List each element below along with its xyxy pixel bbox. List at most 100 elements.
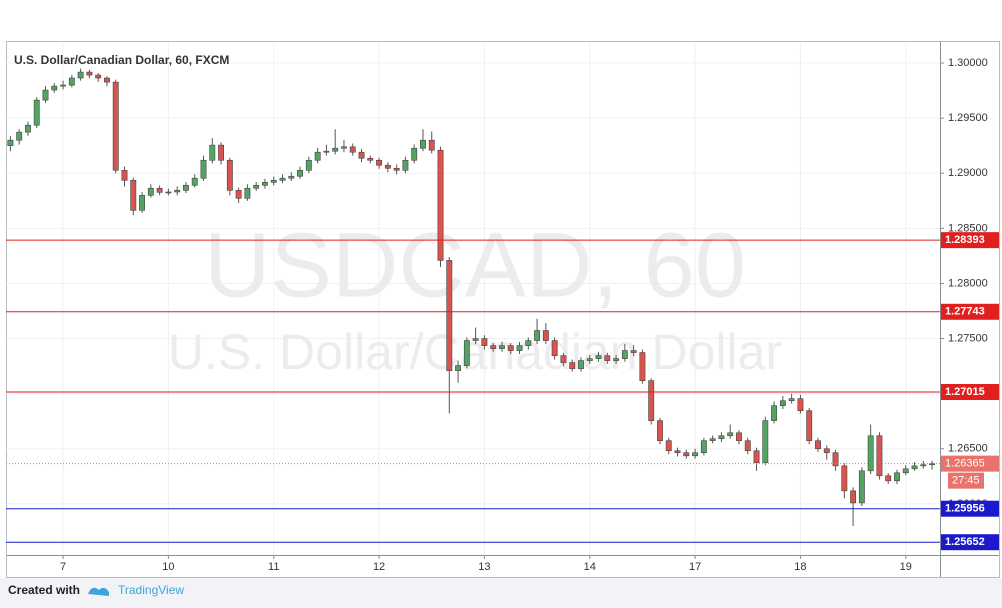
candle-body (586, 358, 593, 361)
y-tick-label: 1.29000 (948, 167, 988, 179)
candle-body (902, 468, 909, 474)
candle-body (95, 74, 102, 79)
candle-body (7, 139, 14, 147)
candle-body (885, 475, 892, 482)
candle-body (183, 184, 189, 191)
candle-body (262, 181, 268, 186)
candle-body (341, 146, 347, 149)
footer-text: Created with (8, 583, 80, 597)
candle-body (33, 99, 40, 126)
candle-body (744, 440, 751, 452)
candle-body (472, 338, 479, 341)
candle-body (911, 465, 918, 470)
candle-body (244, 187, 251, 199)
level-label-box (941, 500, 999, 517)
candle-body (876, 435, 883, 477)
candle-body (156, 187, 163, 193)
candle-body (191, 177, 198, 186)
candle-body (253, 184, 260, 189)
x-tick-label: 12 (373, 561, 385, 573)
candle-body (894, 472, 900, 482)
candle-body (376, 159, 383, 166)
candle-body (121, 169, 128, 181)
candle-body (534, 330, 541, 341)
axes: 1.260001.265001.270001.275001.280001.285… (60, 57, 999, 573)
candle-body (305, 159, 312, 171)
candle-body (25, 124, 31, 133)
y-tick-label: 1.30000 (948, 57, 988, 69)
candle-body (42, 89, 49, 101)
candle-body (551, 340, 558, 356)
candle-body (358, 151, 365, 159)
x-tick-label: 17 (689, 561, 701, 573)
candle-body (542, 330, 549, 341)
candle-body (578, 360, 584, 369)
candle-body (595, 355, 602, 359)
candle-body (112, 81, 119, 171)
x-tick-label: 14 (584, 561, 596, 573)
candle-body (314, 151, 321, 161)
countdown-box (948, 472, 984, 489)
candle-body (68, 77, 75, 86)
y-tick-label: 1.29500 (948, 112, 988, 124)
candle-body (525, 340, 532, 346)
candle-body (727, 432, 734, 437)
candle-body (709, 438, 716, 442)
candle-body (428, 139, 435, 151)
candle-body (867, 435, 874, 472)
candle-body (235, 190, 242, 199)
candle-body (806, 410, 813, 442)
level-label: 1.27743 (945, 306, 985, 318)
last-price-label: 1.26365 (945, 458, 985, 470)
candle-body (104, 77, 110, 83)
candle-body (226, 159, 233, 191)
candle-body (560, 355, 567, 363)
candle-body (393, 167, 400, 171)
y-tick-label: 1.28000 (948, 277, 988, 289)
watermark: U.S. Dollar/Canadian Dollar (168, 324, 782, 380)
candle-body (297, 169, 304, 177)
candle-body (51, 85, 58, 91)
candle-body (920, 464, 927, 467)
candle-body (507, 345, 514, 351)
candle-body (165, 191, 172, 194)
candle-body (683, 452, 690, 457)
chart-frame (6, 41, 1000, 578)
candle-body (420, 139, 426, 149)
footer-brand[interactable]: TradingView (118, 583, 184, 597)
candle-body (630, 350, 637, 353)
candle-body (411, 147, 418, 161)
candle-body (200, 159, 207, 179)
candle-body (455, 365, 462, 371)
level-label: 1.27015 (945, 386, 985, 398)
candle-body (771, 405, 778, 421)
candle-body (86, 71, 93, 76)
candle-body (279, 177, 286, 181)
candle-body (174, 190, 181, 193)
y-tick-label: 1.27500 (948, 332, 988, 344)
candle-body (858, 470, 865, 504)
grid (6, 42, 940, 555)
candle-body (516, 345, 523, 351)
candle-body (499, 345, 505, 349)
candle-body (323, 150, 330, 153)
candle-body (613, 358, 620, 361)
candle-body (604, 355, 611, 361)
candle-body (753, 450, 760, 464)
candle-body (797, 398, 804, 412)
candle-body (446, 260, 453, 371)
watermark: USDCAD, 60 (204, 214, 746, 316)
level-label: 1.25956 (945, 503, 985, 515)
candle-body (209, 144, 216, 161)
level-label: 1.28393 (945, 234, 985, 246)
candle-body (762, 420, 769, 464)
candle-body (736, 432, 742, 442)
x-tick-label: 18 (794, 561, 806, 573)
candle-body (402, 159, 409, 171)
x-tick-label: 19 (900, 561, 912, 573)
candle-body (139, 194, 145, 211)
candle-body (384, 164, 391, 169)
y-tick-label: 1.26500 (948, 443, 988, 455)
